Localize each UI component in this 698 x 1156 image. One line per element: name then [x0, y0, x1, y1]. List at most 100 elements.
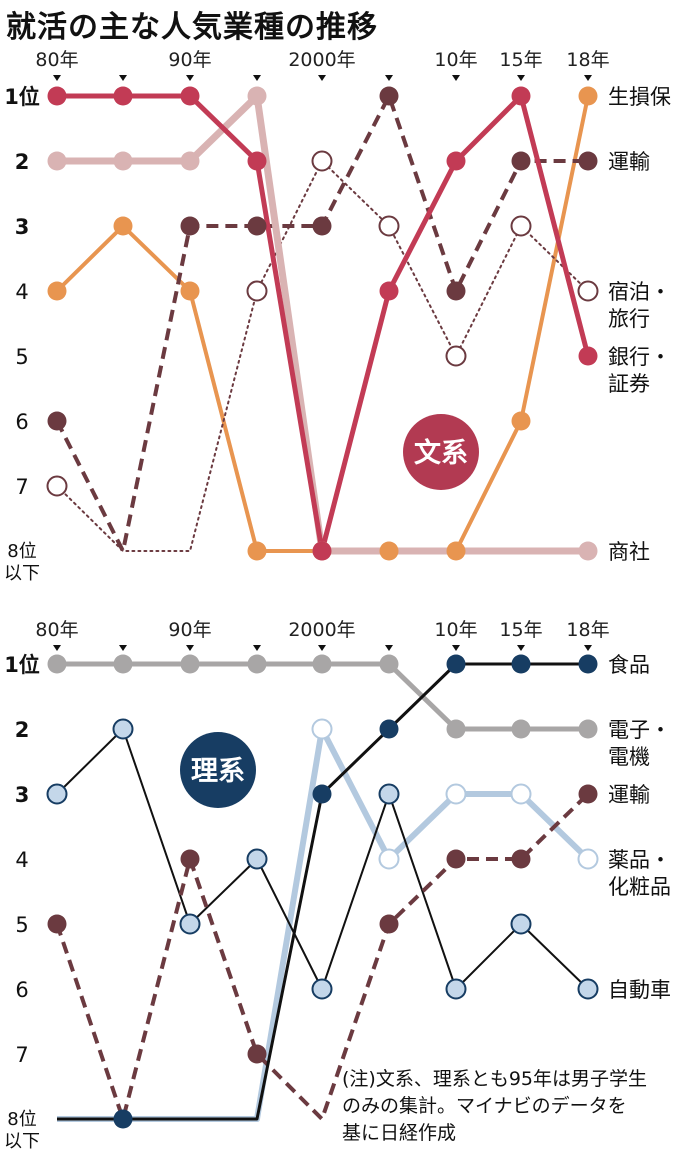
data-point [378, 215, 400, 237]
data-point [577, 848, 599, 870]
series-line [56, 160, 589, 552]
y-tick-label: 1位 [4, 653, 40, 677]
data-point [578, 541, 598, 561]
series-label: 証券 [608, 372, 650, 396]
source-note: (注)文系、理系とも95年は男子学生 のみの集計。マイナビのデータを 基に日経作… [342, 1066, 694, 1147]
data-point [247, 151, 267, 171]
x-tick-marker [584, 75, 592, 81]
data-point [311, 978, 333, 1000]
series-markers [46, 654, 599, 1129]
series-label: 電子・ [608, 718, 671, 742]
data-point [47, 281, 67, 301]
y-tick-label: 以下 [4, 563, 40, 584]
badge-circle [180, 732, 256, 808]
data-point [47, 914, 67, 934]
x-tick-marker [119, 75, 127, 81]
data-point [379, 719, 399, 739]
data-point [247, 216, 267, 236]
y-tick-label: 7 [15, 1043, 28, 1067]
data-point [578, 86, 598, 106]
data-point [46, 783, 68, 805]
data-point [379, 914, 399, 934]
data-point [47, 411, 67, 431]
x-tick-marker [253, 645, 261, 651]
x-tick-label: 80年 [35, 619, 78, 641]
series-label: 自動車 [608, 978, 671, 1002]
data-point [379, 654, 399, 674]
series-label: 銀行・ [608, 345, 671, 369]
x-tick-label: 15年 [499, 619, 542, 641]
data-point [113, 1109, 133, 1129]
data-point [445, 978, 467, 1000]
data-point [180, 281, 200, 301]
x-tick-label: 90年 [168, 49, 211, 71]
data-point [47, 151, 67, 171]
data-point [445, 783, 467, 805]
series-label: 薬品・ [608, 848, 671, 872]
x-tick-marker [517, 75, 525, 81]
data-point [311, 150, 333, 172]
data-point [312, 216, 332, 236]
data-point [511, 86, 531, 106]
y-tick-label: 4 [15, 848, 28, 872]
x-tick-marker [186, 645, 194, 651]
series-label: 運輸 [608, 150, 650, 174]
data-point [113, 151, 133, 171]
x-tick-marker [584, 645, 592, 651]
series-label: 商社 [608, 540, 650, 564]
data-point [46, 475, 68, 497]
data-point [246, 280, 268, 302]
data-point [247, 86, 267, 106]
y-tick-label: 7 [15, 475, 28, 499]
data-point [246, 848, 268, 870]
data-point [113, 86, 133, 106]
data-point [180, 86, 200, 106]
data-point [378, 848, 400, 870]
data-point [311, 718, 333, 740]
data-point [511, 719, 531, 739]
data-point [179, 913, 201, 935]
series-label: 化粧品 [608, 875, 671, 899]
x-tick-marker [53, 75, 61, 81]
data-point [510, 215, 532, 237]
x-tick-marker [318, 645, 326, 651]
data-point [511, 849, 531, 869]
data-point [578, 784, 598, 804]
data-point [312, 541, 332, 561]
data-point [510, 783, 532, 805]
note-line-2: のみの集計。マイナビのデータを [342, 1095, 627, 1117]
x-tick-marker [186, 75, 194, 81]
data-point [510, 913, 532, 935]
series-label: 宿泊・ [608, 280, 671, 304]
y-tick-label: 3 [15, 783, 30, 807]
x-tick-marker [452, 75, 460, 81]
chart-title: 就活の主な人気業種の推移 [6, 10, 378, 45]
data-point [446, 541, 466, 561]
y-tick-label: 8位 [7, 541, 36, 562]
data-point [180, 216, 200, 236]
data-point [577, 280, 599, 302]
series-markers [46, 86, 599, 561]
data-point [247, 654, 267, 674]
x-tick-label: 2000年 [288, 49, 355, 71]
series-label: 運輸 [608, 783, 650, 807]
data-point [511, 411, 531, 431]
data-point [578, 719, 598, 739]
data-point [113, 654, 133, 674]
data-point [511, 654, 531, 674]
data-point [180, 151, 200, 171]
data-point [446, 281, 466, 301]
data-point [247, 541, 267, 561]
y-tick-label: 1位 [4, 85, 40, 109]
x-tick-label: 10年 [434, 619, 477, 641]
data-point [446, 654, 466, 674]
data-point [446, 151, 466, 171]
data-point [312, 654, 332, 674]
category-badge: 理系 [180, 732, 256, 808]
x-tick-marker [385, 75, 393, 81]
note-line-3: 基に日経作成 [342, 1122, 457, 1144]
data-point [112, 718, 134, 740]
data-point [379, 541, 399, 561]
